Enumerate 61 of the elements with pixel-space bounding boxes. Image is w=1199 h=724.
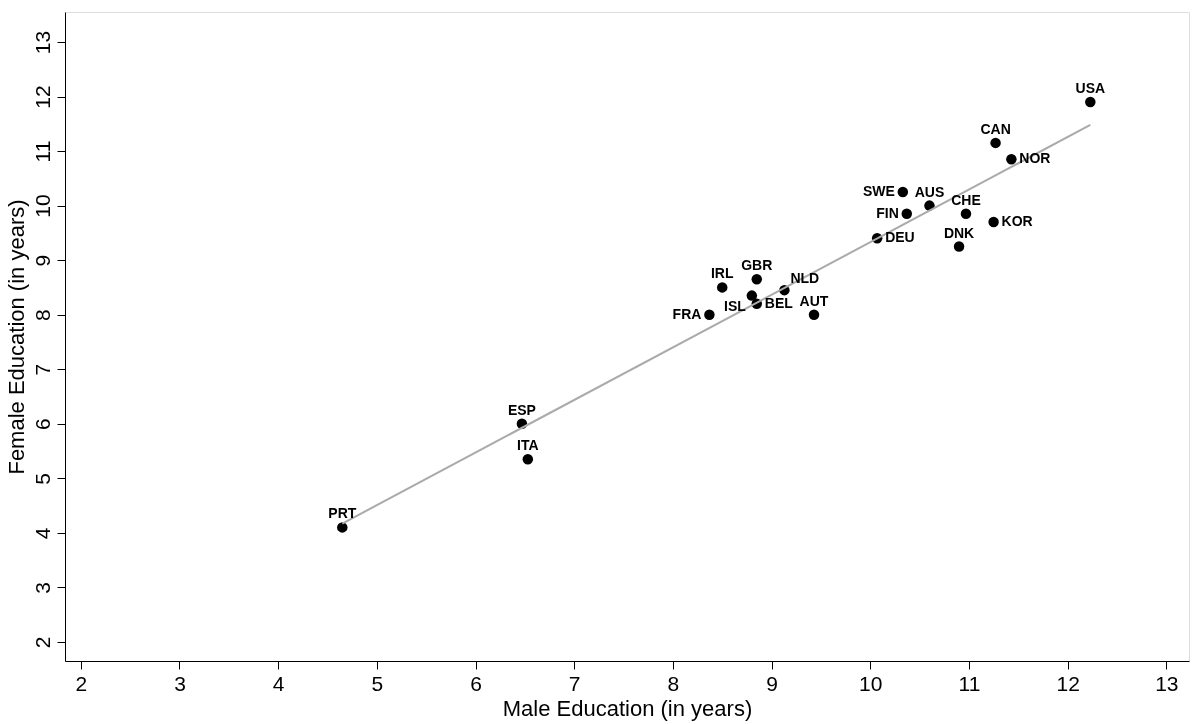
point bbox=[716, 282, 728, 293]
y-axis-title: Female Education (in years) bbox=[3, 199, 29, 475]
annotation: ISL bbox=[724, 297, 747, 314]
x-tick-label: 12 bbox=[1056, 671, 1080, 695]
point bbox=[897, 186, 909, 198]
y-tick-label: 5 bbox=[30, 472, 54, 485]
y-tick-label: 2 bbox=[30, 636, 54, 649]
annotation: ITA bbox=[517, 437, 539, 454]
x-tick-label: 7 bbox=[568, 671, 581, 695]
y-tick-label: 3 bbox=[30, 582, 54, 594]
point bbox=[337, 522, 348, 533]
point bbox=[704, 309, 715, 320]
y-tick-label: 11 bbox=[30, 140, 54, 163]
annotation: USA bbox=[1075, 79, 1106, 96]
annotation: KOR bbox=[1001, 212, 1033, 229]
point bbox=[746, 290, 758, 301]
annotation: DNK bbox=[943, 224, 975, 241]
point bbox=[901, 208, 913, 220]
point bbox=[808, 309, 820, 320]
point bbox=[953, 241, 965, 252]
y-tick-label: 12 bbox=[30, 85, 54, 109]
annotation: CHE bbox=[951, 191, 981, 208]
x-tick-label: 13 bbox=[1155, 671, 1179, 695]
x-axis-title: Male Education (in years) bbox=[502, 695, 753, 721]
annotation: CAN bbox=[980, 120, 1011, 137]
annotation: NLD bbox=[790, 270, 820, 287]
annotation: ESP bbox=[507, 401, 536, 418]
annotation: NOR bbox=[1019, 150, 1051, 167]
annotation: IRL bbox=[710, 265, 734, 282]
x-tick-label: 5 bbox=[371, 671, 384, 695]
point bbox=[960, 208, 972, 220]
y-tick-label: 10 bbox=[30, 194, 54, 218]
point bbox=[988, 216, 999, 228]
y-tick-label: 9 bbox=[30, 254, 54, 267]
point bbox=[1085, 96, 1096, 108]
x-tick-label: 4 bbox=[272, 671, 285, 695]
y-tick-label: 4 bbox=[30, 527, 54, 540]
annotation: AUT bbox=[799, 292, 829, 309]
annotation: PRT bbox=[328, 505, 357, 522]
annotation: AUS bbox=[914, 183, 945, 200]
point bbox=[751, 274, 763, 285]
y-tick-label: 13 bbox=[30, 30, 54, 55]
x-tick-label: 9 bbox=[766, 671, 778, 695]
annotation: GBR bbox=[741, 257, 773, 274]
x-tick-label: 3 bbox=[174, 671, 186, 695]
y-tick-label: 7 bbox=[30, 363, 54, 376]
point bbox=[1006, 154, 1017, 165]
y-tick-label: 6 bbox=[30, 418, 54, 431]
x-tick-label: 8 bbox=[667, 671, 680, 695]
annotation: FIN bbox=[876, 204, 899, 221]
point bbox=[522, 453, 534, 465]
annotation: FRA bbox=[672, 305, 702, 322]
x-tick-label: 10 bbox=[859, 671, 883, 695]
point bbox=[990, 137, 1001, 149]
x-tick-label: 2 bbox=[75, 671, 88, 695]
y-tick-label: 8 bbox=[30, 309, 54, 322]
annotation: SWE bbox=[862, 182, 895, 199]
annotation: DEU bbox=[885, 229, 915, 246]
x-tick-label: 11 bbox=[958, 671, 981, 695]
x-tick-label: 6 bbox=[470, 671, 482, 695]
annotation: BEL bbox=[764, 294, 794, 311]
